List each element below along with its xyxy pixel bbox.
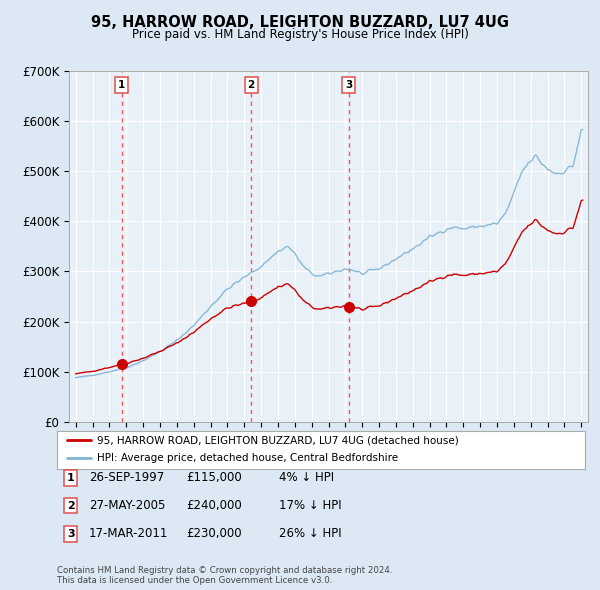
Text: HPI: Average price, detached house, Central Bedfordshire: HPI: Average price, detached house, Cent… bbox=[97, 453, 398, 463]
Text: £240,000: £240,000 bbox=[186, 499, 242, 512]
Text: 3: 3 bbox=[67, 529, 74, 539]
Text: 95, HARROW ROAD, LEIGHTON BUZZARD, LU7 4UG (detached house): 95, HARROW ROAD, LEIGHTON BUZZARD, LU7 4… bbox=[97, 435, 458, 445]
Text: 27-MAY-2005: 27-MAY-2005 bbox=[89, 499, 165, 512]
Text: 95, HARROW ROAD, LEIGHTON BUZZARD, LU7 4UG: 95, HARROW ROAD, LEIGHTON BUZZARD, LU7 4… bbox=[91, 15, 509, 30]
Text: 3: 3 bbox=[345, 80, 353, 90]
Text: Price paid vs. HM Land Registry's House Price Index (HPI): Price paid vs. HM Land Registry's House … bbox=[131, 28, 469, 41]
Text: 17% ↓ HPI: 17% ↓ HPI bbox=[279, 499, 341, 512]
Text: £115,000: £115,000 bbox=[186, 471, 242, 484]
Text: 1: 1 bbox=[67, 473, 74, 483]
Text: 2: 2 bbox=[248, 80, 255, 90]
Text: 17-MAR-2011: 17-MAR-2011 bbox=[89, 527, 168, 540]
Text: 2: 2 bbox=[67, 501, 74, 510]
Text: £230,000: £230,000 bbox=[186, 527, 242, 540]
Text: 26% ↓ HPI: 26% ↓ HPI bbox=[279, 527, 341, 540]
Text: Contains HM Land Registry data © Crown copyright and database right 2024.
This d: Contains HM Land Registry data © Crown c… bbox=[57, 566, 392, 585]
Text: 26-SEP-1997: 26-SEP-1997 bbox=[89, 471, 164, 484]
Text: 1: 1 bbox=[118, 80, 125, 90]
Text: 4% ↓ HPI: 4% ↓ HPI bbox=[279, 471, 334, 484]
